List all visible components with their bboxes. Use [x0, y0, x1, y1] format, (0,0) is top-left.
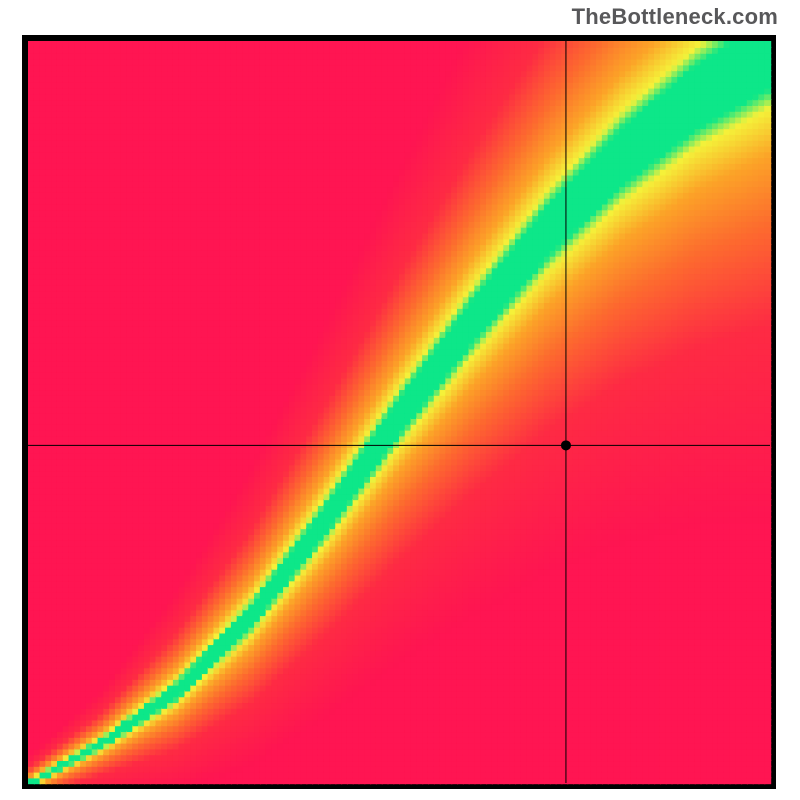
watermark-text: TheBottleneck.com — [572, 4, 778, 30]
bottleneck-heatmap — [22, 35, 776, 789]
figure-container: TheBottleneck.com — [0, 0, 800, 800]
